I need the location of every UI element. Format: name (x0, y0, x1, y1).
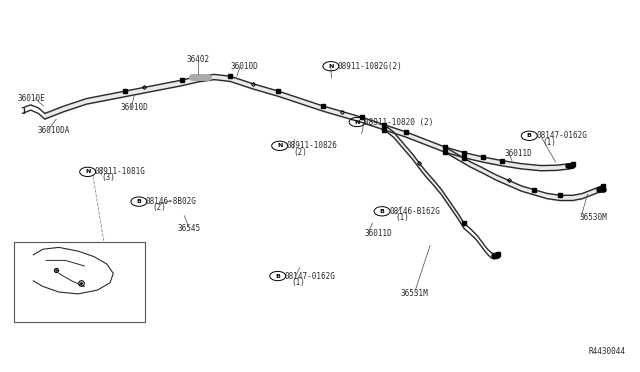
Text: 36530M: 36530M (579, 213, 607, 222)
Text: 36010H: 36010H (14, 275, 42, 284)
Text: 08147-0162G: 08147-0162G (536, 131, 587, 140)
Text: N: N (328, 64, 333, 69)
Text: (1): (1) (291, 278, 305, 287)
Text: 08146-B162G: 08146-B162G (389, 207, 440, 216)
Text: (3): (3) (101, 173, 115, 182)
Text: 36010: 36010 (108, 283, 131, 292)
Bar (14, 242, 145, 322)
Text: B: B (136, 199, 141, 204)
Text: 36545: 36545 (177, 224, 200, 233)
Text: N: N (277, 143, 282, 148)
Text: (1): (1) (543, 138, 557, 147)
Text: 36531M: 36531M (401, 289, 429, 298)
Text: 36011: 36011 (95, 257, 118, 266)
Text: 36011D: 36011D (365, 229, 392, 238)
Text: B: B (380, 209, 385, 214)
Text: 08911-10826: 08911-10826 (287, 141, 337, 150)
Text: (1): (1) (396, 213, 410, 222)
Text: N: N (355, 119, 360, 125)
Text: 46531N: 46531N (60, 305, 88, 314)
Text: B: B (527, 133, 532, 138)
Text: 08911-1082G(2): 08911-1082G(2) (338, 62, 403, 71)
Text: (2): (2) (152, 203, 166, 212)
Text: R4430044: R4430044 (589, 347, 626, 356)
Text: 36402: 36402 (187, 55, 210, 64)
Text: N: N (85, 169, 90, 174)
Text: 36010D: 36010D (120, 103, 148, 112)
Text: 36011D: 36011D (504, 149, 532, 158)
Text: 08911-10820 (2): 08911-10820 (2) (364, 118, 433, 126)
Text: 08147-0162G: 08147-0162G (285, 272, 335, 280)
Text: 08911-1081G: 08911-1081G (95, 167, 145, 176)
Text: 36010D: 36010D (230, 62, 258, 71)
Text: B: B (275, 273, 280, 279)
Text: (2): (2) (293, 148, 307, 157)
Text: 08146-8B02G: 08146-8B02G (146, 197, 196, 206)
Text: 36010E: 36010E (18, 94, 45, 103)
Text: 36010DA: 36010DA (37, 126, 70, 135)
